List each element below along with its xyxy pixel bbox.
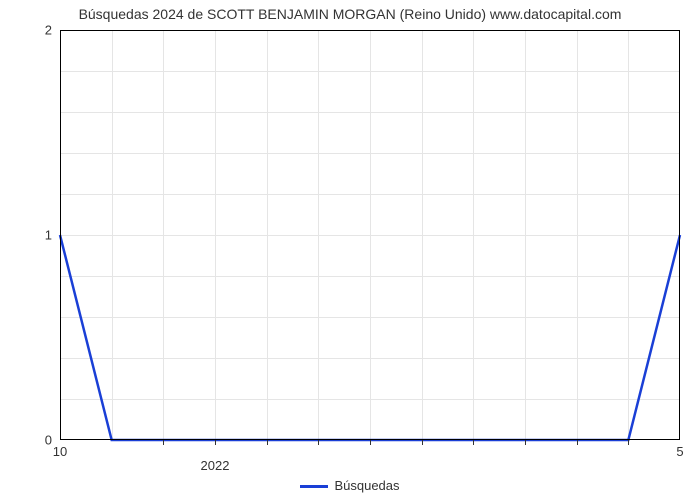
legend: Búsquedas	[0, 478, 700, 493]
xtick-label-left: 10	[53, 444, 67, 459]
xtick-minor	[525, 440, 526, 445]
xtick-minor	[473, 440, 474, 445]
legend-swatch	[300, 485, 328, 488]
xtick-minor	[318, 440, 319, 445]
xtick-minor	[215, 440, 216, 445]
xtick-minor	[370, 440, 371, 445]
ytick-label: 1	[12, 228, 52, 243]
xtick-minor	[163, 440, 164, 445]
legend-label: Búsquedas	[334, 478, 399, 493]
ytick-label: 0	[12, 433, 52, 448]
xtick-minor	[267, 440, 268, 445]
plot-area	[60, 30, 680, 440]
plot-border	[60, 30, 680, 440]
xtick-minor	[577, 440, 578, 445]
xtick-label-right: 5	[676, 444, 683, 459]
ytick-label: 2	[12, 23, 52, 38]
chart-container: Búsquedas 2024 de SCOTT BENJAMIN MORGAN …	[0, 0, 700, 500]
xaxis-year-label: 2022	[201, 458, 230, 473]
xtick-minor	[628, 440, 629, 445]
xtick-minor	[422, 440, 423, 445]
chart-title: Búsquedas 2024 de SCOTT BENJAMIN MORGAN …	[0, 6, 700, 22]
